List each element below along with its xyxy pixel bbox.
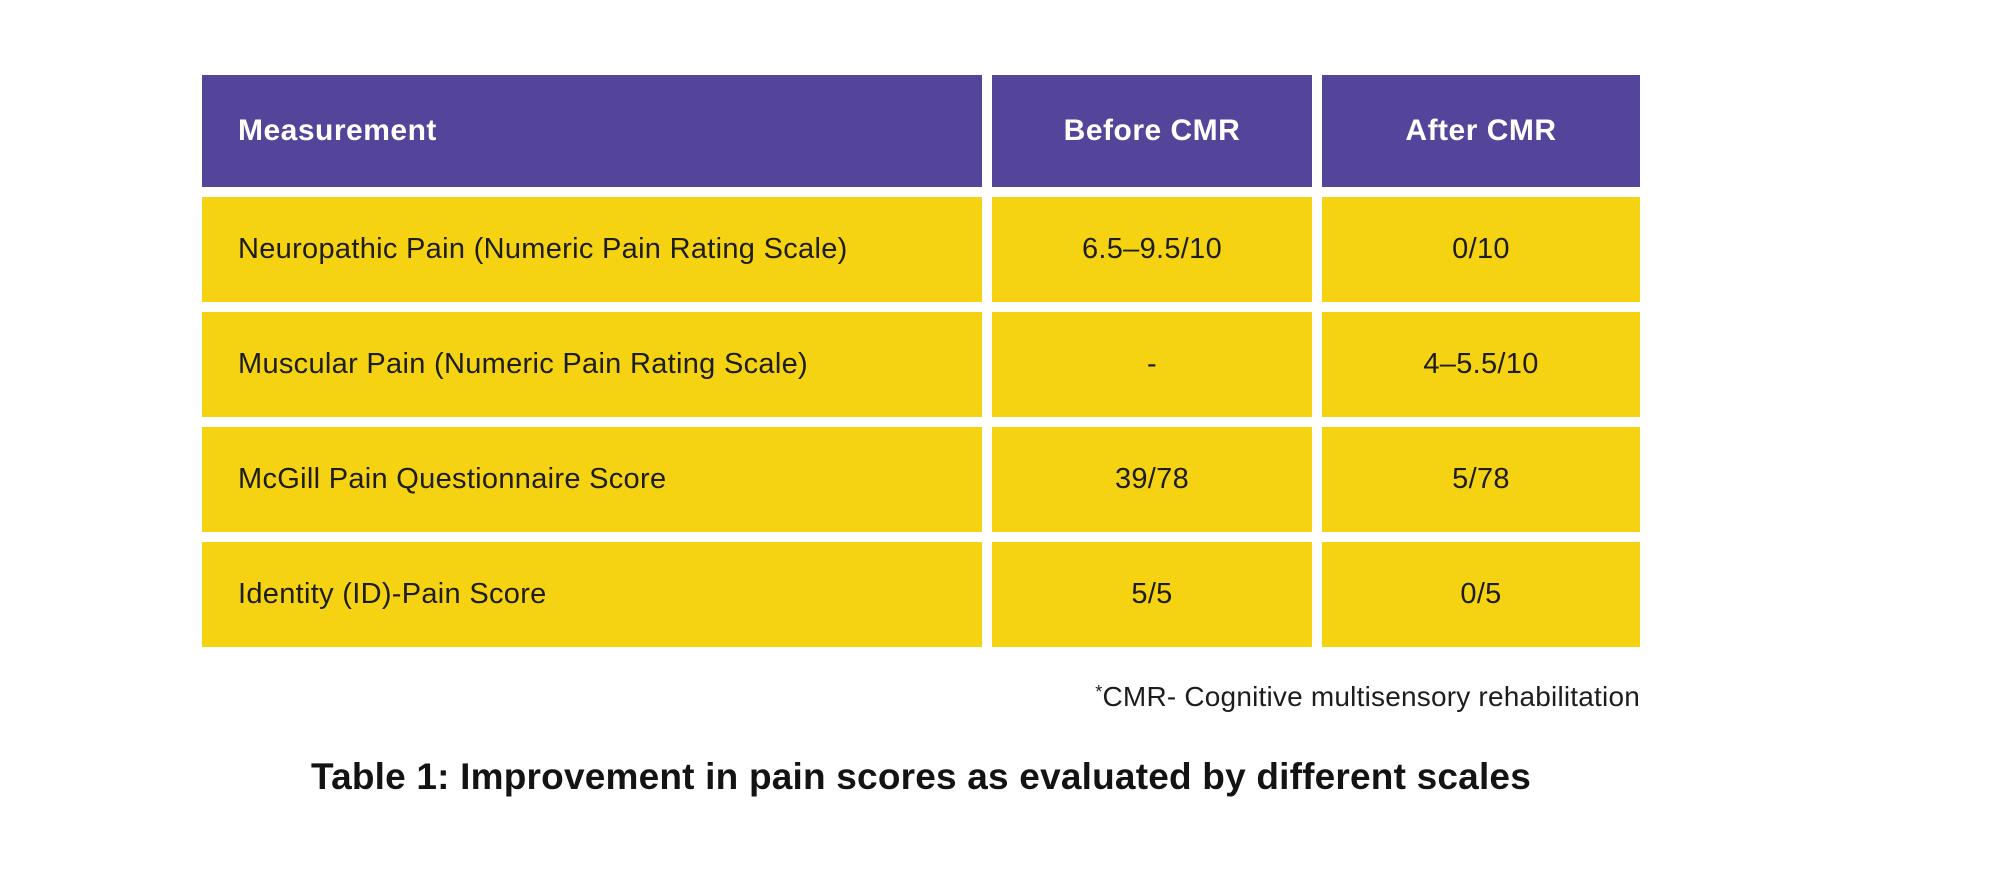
row-label-mcgill-score: McGill Pain Questionnaire Score: [202, 427, 982, 532]
footnote-text: CMR- Cognitive multisensory rehabilitati…: [1102, 681, 1640, 712]
column-header-measurement: Measurement: [202, 75, 982, 187]
cmr-footnote: *CMR- Cognitive multisensory rehabilitat…: [202, 681, 1640, 713]
cell-mcgill-before: 39/78: [992, 427, 1312, 532]
row-label-muscular-pain: Muscular Pain (Numeric Pain Rating Scale…: [202, 312, 982, 417]
footnote-asterisk: *: [1095, 682, 1103, 702]
row-label-id-pain-score: Identity (ID)-Pain Score: [202, 542, 982, 647]
column-header-before-cmr: Before CMR: [992, 75, 1312, 187]
cell-neuropathic-after: 0/10: [1322, 197, 1640, 302]
cell-id-pain-after: 0/5: [1322, 542, 1640, 647]
cell-muscular-before: -: [992, 312, 1312, 417]
column-header-after-cmr: After CMR: [1322, 75, 1640, 187]
cell-id-pain-before: 5/5: [992, 542, 1312, 647]
row-label-neuropathic-pain: Neuropathic Pain (Numeric Pain Rating Sc…: [202, 197, 982, 302]
table-caption: Table 1: Improvement in pain scores as e…: [311, 756, 1531, 797]
cell-neuropathic-before: 6.5–9.5/10: [992, 197, 1312, 302]
pain-scores-table: Measurement Before CMR After CMR Neuropa…: [202, 75, 1640, 647]
cell-muscular-after: 4–5.5/10: [1322, 312, 1640, 417]
cell-mcgill-after: 5/78: [1322, 427, 1640, 532]
